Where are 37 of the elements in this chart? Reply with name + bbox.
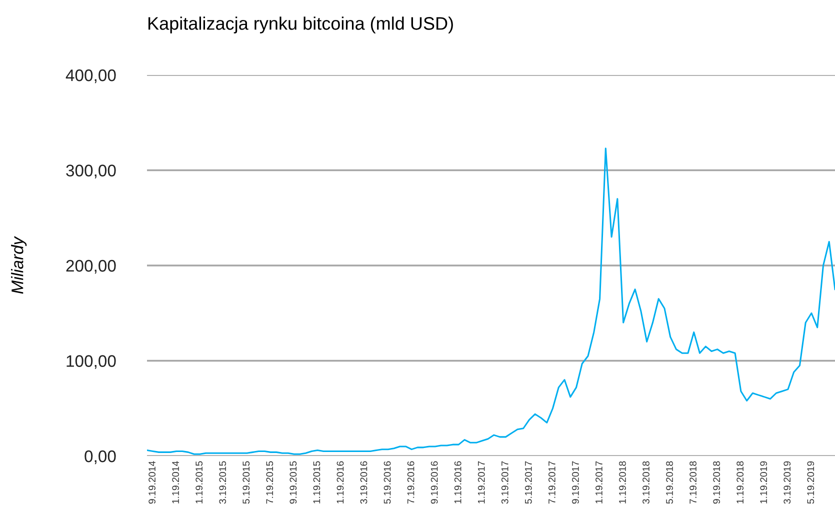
- x-tick-label: 3.19.2018: [642, 461, 650, 504]
- x-tick-label: 7.19.2017: [548, 461, 556, 504]
- x-tick-label: 3.19.2015: [219, 461, 226, 504]
- x-tick-label: 9.19.2014: [148, 461, 156, 504]
- x-tick-label: 1.19.2019: [760, 461, 768, 504]
- y-tick-label: 300,00: [66, 164, 116, 178]
- x-tick-label: 1.19.2015: [196, 461, 203, 504]
- x-tick-label: 1.19.2017: [596, 461, 602, 504]
- x-tick-label: 9.19.2016: [430, 461, 438, 504]
- x-tick-label: 7.19.2016: [407, 461, 414, 504]
- y-tick-label: 0,00: [84, 450, 116, 464]
- x-tick-label: 3.19.2016: [360, 461, 368, 504]
- y-axis-title: Miliardy: [11, 236, 27, 294]
- line-series: [147, 148, 835, 455]
- x-tick-label: 1.19.2018: [619, 461, 626, 504]
- x-tick-label: 5.19.2015: [242, 461, 250, 504]
- y-tick-label: 200,00: [66, 260, 116, 274]
- x-tick-label: 5.19.2017: [524, 461, 532, 504]
- x-tick-label: 5.19.2018: [666, 461, 673, 504]
- y-tick-label: 400,00: [66, 69, 116, 84]
- x-tick-label: 1.19.2014: [172, 461, 180, 504]
- x-tick-label: 9.19.2015: [290, 461, 297, 504]
- x-tick-label: 1.19.2017: [478, 461, 485, 504]
- x-tick-label: 9.19.2018: [713, 461, 720, 504]
- x-tick-label: 3.19.2019: [784, 461, 791, 504]
- x-tick-label: 3.19.2017: [501, 461, 508, 504]
- x-tick-label: 9.19.2017: [572, 461, 579, 504]
- chart-title: Kapitalizacja rynku bitcoina (mld USD): [148, 16, 453, 34]
- x-tick-label: 1.19.2016: [454, 461, 462, 504]
- x-tick-label: 1.19.2016: [336, 461, 344, 504]
- x-tick-label: 1.19.2018: [736, 461, 744, 504]
- x-tick-label: 7.19.2018: [690, 461, 696, 504]
- x-tick-label: 7.19.2015: [266, 461, 274, 504]
- y-tick-label: 100,00: [66, 355, 116, 369]
- x-tick-label: 5.19.2016: [384, 461, 391, 504]
- x-tick-label: 5.19.2019: [807, 461, 814, 504]
- x-tick-label: 1.19.2015: [313, 461, 320, 504]
